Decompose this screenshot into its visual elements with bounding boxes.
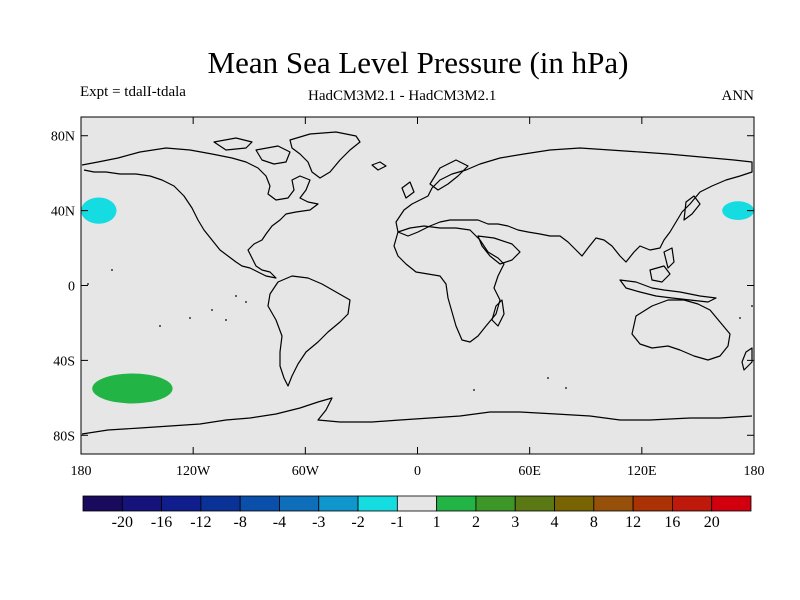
anomaly-region-1 — [81, 197, 117, 224]
anomaly-layer — [81, 197, 754, 404]
colorbar-swatch — [279, 495, 320, 512]
colorbar-swatch — [593, 495, 634, 512]
colorbar-swatch — [475, 495, 516, 512]
coast-scandinavia — [429, 159, 469, 191]
colorbar-label: 2 — [472, 514, 480, 531]
coast-australia — [631, 299, 731, 361]
colorbar-swatch — [514, 495, 555, 512]
page-title: Mean Sea Level Pressure (in hPa) — [207, 45, 629, 80]
y-tick-label: 40N — [51, 205, 75, 220]
colorbar-label: -3 — [312, 514, 325, 531]
y-tick-label: 40S — [53, 354, 75, 369]
coast-arctic-islands — [213, 137, 253, 151]
anomaly-region-3 — [92, 373, 173, 404]
coast-north-america — [81, 147, 319, 279]
colorbar: -20 -16 -12 -8 -4 -3 -2 -1 1 2 3 4 8 12 16 20 — [82, 495, 752, 531]
colorbar-label: 3 — [511, 514, 519, 531]
x-tick-label: 120E — [627, 464, 657, 479]
small-islands — [87, 269, 753, 391]
coast-eurasia — [395, 147, 753, 263]
axis-ticks: 80N 40N 0 40S 80S 180 120W 60W 0 60E 120E 180 — [51, 117, 765, 479]
x-tick-label: 0 — [414, 464, 421, 479]
colorbar-label: 8 — [590, 514, 598, 531]
colorbar-label: -4 — [273, 514, 286, 531]
colorbar-swatch — [121, 495, 162, 512]
colorbar-label: 16 — [664, 514, 680, 531]
colorbar-swatch — [672, 495, 713, 512]
colorbar-label: 4 — [551, 514, 559, 531]
y-tick-label: 0 — [68, 280, 75, 295]
coast-philippines — [663, 247, 675, 269]
coast-arabia — [477, 235, 521, 265]
coast-africa — [393, 225, 505, 343]
colorbar-label: -16 — [151, 514, 172, 531]
colorbar-label: 20 — [704, 514, 720, 531]
x-tick-label: 180 — [744, 464, 765, 479]
colorbar-label: -12 — [190, 514, 211, 531]
coast-madagascar — [491, 299, 505, 327]
coast-british-isles — [401, 181, 415, 199]
colorbar-label: -1 — [391, 514, 404, 531]
colorbar-swatch — [711, 495, 752, 512]
colorbar-swatch — [82, 495, 123, 512]
x-tick-label: 60W — [292, 464, 320, 479]
season-label: ANN — [721, 88, 755, 104]
x-tick-label: 60E — [518, 464, 541, 479]
x-tick-label: 180 — [71, 464, 92, 479]
colorbar-label: -20 — [112, 514, 133, 531]
coast-antarctica — [81, 397, 753, 435]
model-label: HadCM3M2.1 - HadCM3M2.1 — [308, 88, 497, 104]
y-tick-label: 80S — [53, 429, 75, 444]
colorbar-label: 12 — [625, 514, 641, 531]
coast-indonesia — [619, 279, 717, 303]
coastlines — [81, 131, 753, 435]
colorbar-swatch — [554, 495, 595, 512]
y-tick-label: 80N — [51, 130, 75, 145]
coast-greenland — [289, 131, 361, 179]
colorbar-swatch — [436, 495, 477, 512]
colorbar-label: -2 — [351, 514, 364, 531]
experiment-label: Expt = tdalI-tdala — [80, 84, 186, 100]
colorbar-label: 1 — [433, 514, 441, 531]
colorbar-swatch — [239, 495, 280, 512]
coast-borneo — [649, 265, 671, 283]
colorbar-swatch — [357, 495, 398, 512]
colorbar-swatch — [161, 495, 202, 512]
coast-baffin — [255, 145, 291, 165]
colorbar-swatch — [200, 495, 241, 512]
colorbar-swatch — [396, 495, 438, 512]
colorbar-swatch — [632, 495, 673, 512]
x-tick-label: 120W — [176, 464, 211, 479]
coast-iceland — [371, 161, 387, 171]
colorbar-swatch — [318, 495, 359, 512]
ocean-background — [81, 117, 754, 454]
coast-south-america — [267, 275, 351, 387]
anomaly-region-2 — [722, 201, 754, 220]
coast-japan — [683, 195, 701, 221]
coast-new-zealand — [741, 347, 753, 371]
colorbar-label: -8 — [234, 514, 247, 531]
